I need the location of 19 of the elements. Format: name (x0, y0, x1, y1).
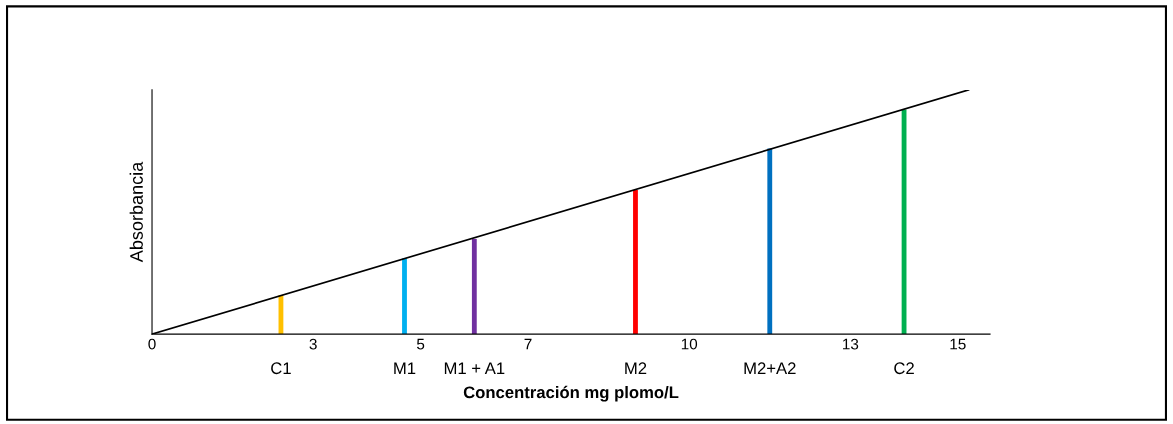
x-tick-label: 3 (309, 338, 317, 350)
bar (633, 190, 638, 335)
x-tick-label: 5 (416, 338, 425, 350)
text: C2 (894, 362, 914, 375)
y-axis-title: Absorbancia (129, 161, 143, 263)
bar (767, 148, 773, 335)
x-tick-label: 10 (681, 338, 698, 350)
text: M1 + A1 (444, 362, 505, 374)
bar (471, 238, 477, 335)
x-tick-label: 0 (148, 338, 156, 350)
text: M1 (394, 362, 416, 374)
x-tick-label: 13 (843, 338, 859, 350)
text: M2+A2 (744, 362, 796, 374)
text: M2 (625, 362, 647, 374)
x-tick-label: 7 (524, 338, 532, 350)
x-tick-label: 15 (950, 338, 966, 350)
x-axis-title: Concentración mg plomo/L (463, 385, 679, 402)
text: C1 (271, 362, 291, 375)
bar (402, 258, 407, 335)
